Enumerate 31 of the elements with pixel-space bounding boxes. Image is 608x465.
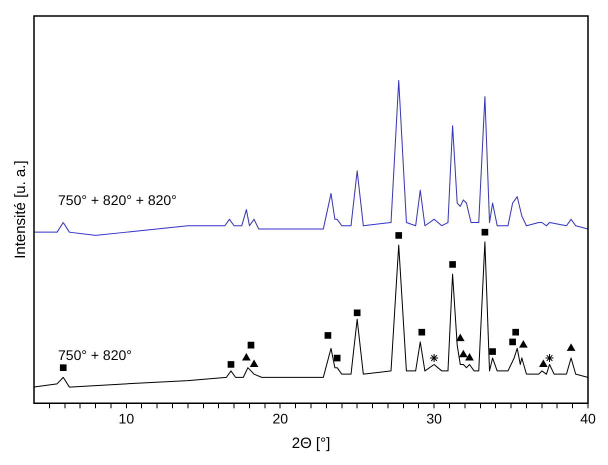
point (489, 348, 496, 355)
point (60, 364, 67, 372)
series-label: 750° + 820° + 820° (58, 192, 177, 208)
point (545, 354, 554, 363)
point (519, 340, 528, 348)
point (482, 228, 488, 236)
point (248, 342, 254, 348)
x-tick-label: 10 (118, 410, 134, 426)
series-label: 750° + 820° (58, 346, 132, 363)
y-axis-title: Intensité [u. a.] (12, 160, 30, 259)
point (459, 350, 468, 358)
point (449, 261, 456, 268)
x-tick-label: 40 (580, 410, 596, 426)
point (539, 360, 548, 367)
point (430, 354, 439, 363)
point (418, 328, 426, 336)
point (466, 354, 474, 361)
point (512, 328, 519, 336)
point (242, 354, 250, 361)
point (250, 360, 258, 367)
point (228, 361, 234, 368)
x-tick-label: 30 (426, 410, 442, 426)
point (456, 334, 464, 342)
point (334, 354, 340, 362)
point (354, 310, 360, 316)
point (395, 232, 402, 239)
x-tick-label: 20 (272, 410, 288, 426)
point (324, 332, 332, 339)
x-axis-title: 2Θ [°] (292, 435, 330, 452)
point (567, 344, 576, 351)
point (509, 338, 516, 346)
